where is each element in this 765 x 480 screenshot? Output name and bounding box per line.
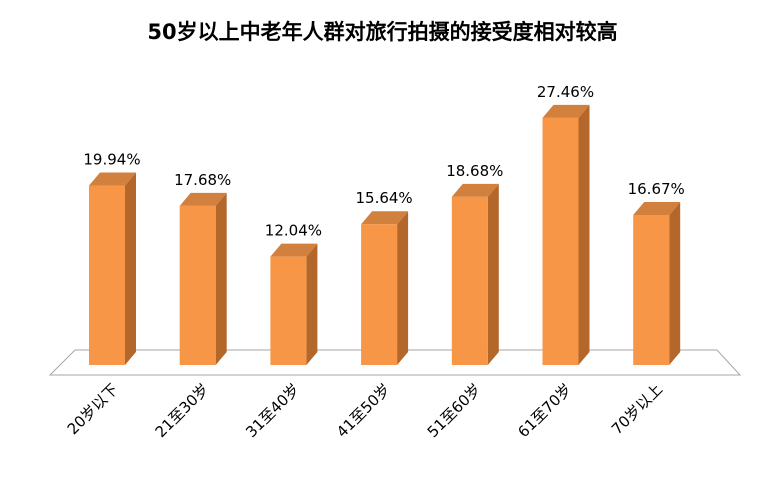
category-label: 31至40岁 <box>242 380 303 441</box>
bar-side <box>397 211 409 365</box>
category-label: 61至70岁 <box>514 380 575 441</box>
data-label: 16.67% <box>628 180 685 198</box>
bar-top <box>451 183 499 197</box>
bar <box>451 196 488 365</box>
bar-side <box>125 172 136 365</box>
data-label: 27.46% <box>537 83 594 101</box>
bar <box>270 256 307 365</box>
bar-top <box>89 172 136 186</box>
bar-side <box>487 183 499 365</box>
bar-side <box>306 243 318 365</box>
data-label: 18.68% <box>446 162 503 180</box>
bar-side <box>578 104 590 366</box>
bar <box>361 224 398 365</box>
bar <box>542 117 579 365</box>
data-label: 12.04% <box>265 222 322 240</box>
bar-side <box>669 201 681 365</box>
data-label: 19.94% <box>83 151 140 169</box>
bar-top <box>542 104 590 118</box>
chart-title: 50岁以上中老年人群对旅行拍摄的接受度相对较高 <box>147 20 618 44</box>
category-label: 20岁以下 <box>64 380 122 438</box>
data-label: 15.64% <box>355 189 412 207</box>
bar-top <box>361 211 409 225</box>
bar-top <box>270 243 318 257</box>
category-label: 51至60岁 <box>424 380 485 441</box>
bar-top <box>179 192 227 206</box>
category-label: 70岁以上 <box>608 380 666 438</box>
data-label: 17.68% <box>174 171 231 189</box>
bar <box>89 185 125 365</box>
category-label: 21至30岁 <box>152 380 213 441</box>
category-label: 41至50岁 <box>333 380 394 441</box>
bar-side <box>215 192 227 365</box>
bar-top <box>633 201 681 215</box>
bar <box>633 214 670 365</box>
bar <box>179 205 216 365</box>
